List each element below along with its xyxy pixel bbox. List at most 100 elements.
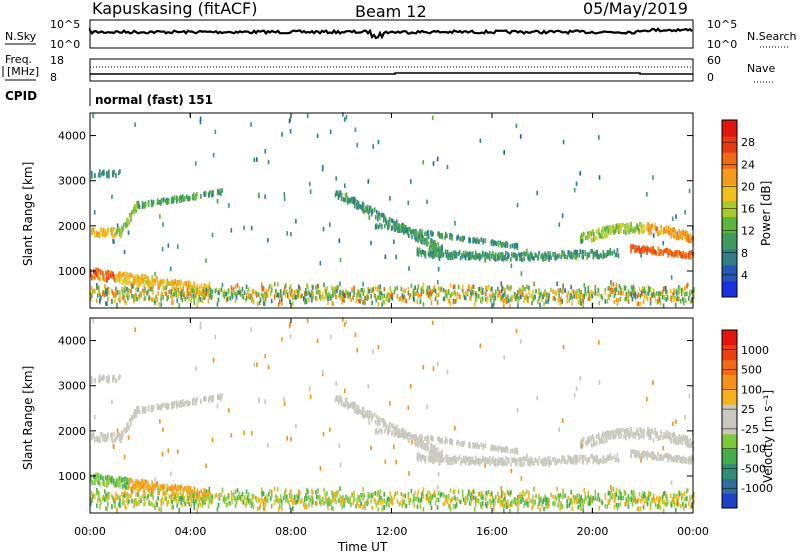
power-cell bbox=[290, 232, 292, 237]
velocity-cell bbox=[108, 496, 110, 501]
power-cell bbox=[588, 251, 590, 256]
velocity-cell bbox=[552, 458, 554, 463]
velocity-cell bbox=[137, 493, 139, 498]
power-cell bbox=[451, 236, 453, 241]
velocity-cell bbox=[119, 499, 121, 504]
power-cell bbox=[218, 298, 220, 303]
power-cell bbox=[131, 210, 133, 215]
velocity-cell bbox=[370, 499, 372, 504]
velocity-cell bbox=[388, 430, 390, 435]
power-cell bbox=[521, 252, 523, 257]
velocity-cell bbox=[408, 438, 410, 443]
power-cell bbox=[454, 284, 456, 289]
power-cell bbox=[124, 272, 126, 277]
power-cell bbox=[157, 283, 159, 288]
power-cell bbox=[418, 252, 420, 257]
power-cell bbox=[162, 222, 164, 227]
power-cell bbox=[310, 294, 312, 299]
power-cell bbox=[599, 292, 601, 297]
power-cell bbox=[415, 231, 417, 236]
power-cell bbox=[379, 284, 381, 289]
velocity-cell bbox=[427, 446, 429, 451]
power-cell bbox=[406, 299, 408, 304]
velocity-cell bbox=[473, 489, 475, 494]
power-cell bbox=[151, 275, 153, 280]
power-cell bbox=[111, 227, 113, 232]
power-cell bbox=[162, 247, 164, 252]
velocity-cell bbox=[438, 491, 440, 496]
power-cell bbox=[168, 200, 170, 205]
velocity-cell bbox=[177, 492, 179, 497]
velocity-cell bbox=[406, 504, 408, 509]
power-cell bbox=[504, 288, 506, 293]
power-cell bbox=[478, 294, 480, 299]
power-cell bbox=[612, 288, 614, 293]
velocity-cell bbox=[621, 496, 623, 501]
velocity-cell bbox=[469, 491, 471, 496]
velocity-cell bbox=[104, 482, 106, 487]
power-cell bbox=[562, 213, 564, 218]
power-cell bbox=[283, 192, 285, 197]
power-cell bbox=[114, 299, 116, 304]
power-cell bbox=[263, 301, 265, 306]
power-cell bbox=[670, 233, 672, 238]
velocity-cell bbox=[128, 426, 130, 431]
power-cell bbox=[317, 134, 319, 139]
power-cell bbox=[346, 192, 348, 197]
power-cell bbox=[285, 283, 287, 288]
velocity-cell bbox=[339, 487, 341, 492]
velocity-cell bbox=[478, 444, 480, 449]
velocity-cell bbox=[467, 496, 469, 501]
velocity-cell bbox=[425, 459, 427, 464]
power-cell bbox=[439, 256, 441, 261]
velocity-cell bbox=[562, 490, 564, 495]
velocity-cell bbox=[360, 501, 362, 506]
power-cell bbox=[349, 292, 351, 297]
velocity-cell bbox=[188, 502, 190, 507]
power-cell bbox=[410, 293, 412, 298]
power-cell bbox=[425, 254, 427, 258]
velocity-cell bbox=[521, 463, 523, 468]
power-cell bbox=[309, 182, 311, 187]
power-cell bbox=[455, 292, 457, 297]
velocity-cell bbox=[599, 497, 601, 502]
power-cell bbox=[614, 300, 616, 305]
power-cell bbox=[385, 297, 387, 302]
power-cell bbox=[671, 298, 673, 303]
velocity-cell bbox=[196, 499, 198, 504]
velocity-cell bbox=[662, 500, 664, 505]
velocity-cell bbox=[537, 461, 539, 466]
power-cell bbox=[376, 210, 378, 215]
velocity-cell bbox=[460, 500, 462, 505]
velocity-cell bbox=[463, 441, 465, 446]
power-cell bbox=[345, 198, 347, 203]
power-cell bbox=[154, 300, 156, 305]
power-cell bbox=[517, 203, 519, 208]
power-cell bbox=[538, 251, 540, 256]
velocity-cell bbox=[182, 491, 184, 496]
velocity-cell bbox=[436, 498, 438, 503]
velocity-cell bbox=[462, 490, 464, 495]
velocity-cell bbox=[518, 501, 520, 506]
power-cell bbox=[388, 298, 390, 303]
power-cell bbox=[441, 247, 443, 252]
velocity-cell bbox=[103, 376, 105, 381]
power-cell bbox=[196, 192, 198, 197]
power-cell bbox=[585, 292, 587, 297]
power-cell bbox=[372, 144, 374, 149]
velocity-cell bbox=[447, 500, 449, 505]
power-cell bbox=[613, 282, 615, 287]
power-cell bbox=[216, 288, 218, 293]
power-cell bbox=[547, 251, 549, 256]
velocity-cell bbox=[457, 440, 459, 445]
velocity-cell bbox=[450, 461, 452, 466]
velocity-cell bbox=[403, 493, 405, 498]
velocity-cell bbox=[630, 433, 632, 438]
power-cell bbox=[174, 280, 176, 285]
power-cell bbox=[675, 303, 677, 308]
power-cell bbox=[253, 289, 255, 294]
power-cell bbox=[667, 295, 669, 300]
power-cell bbox=[187, 284, 189, 289]
velocity-cell bbox=[237, 488, 239, 493]
power-cell bbox=[378, 140, 380, 145]
